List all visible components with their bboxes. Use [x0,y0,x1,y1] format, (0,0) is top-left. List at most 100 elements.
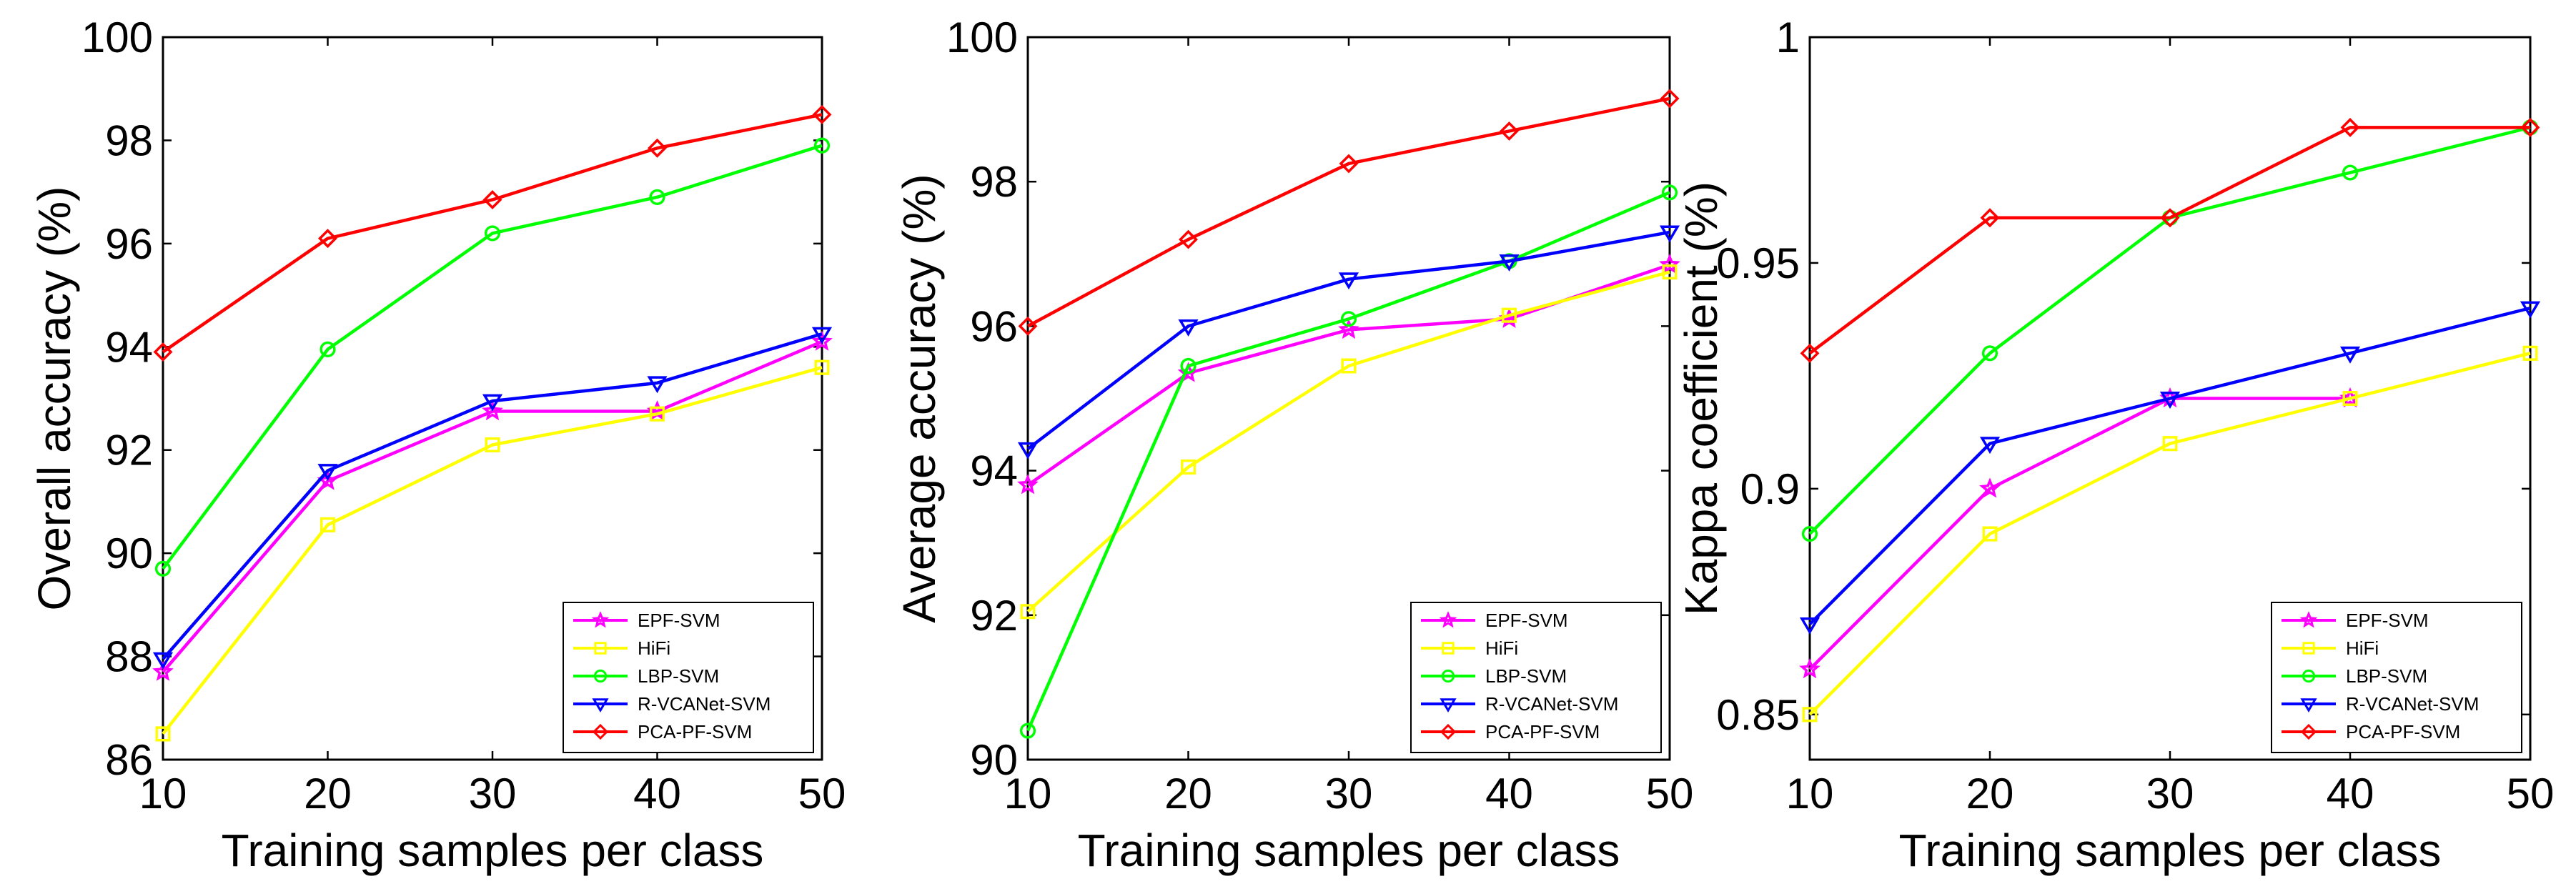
data-point [2520,117,2540,137]
y-axis-label: Kappa coefficient (%) [1675,182,1727,615]
data-point [2342,164,2359,181]
legend-label: R-VCANet-SVM [2346,693,2479,715]
x-tick-label: 40 [1485,770,1533,818]
y-tick-label: 90 [970,736,1018,784]
series-line [1026,230,1670,451]
data-point [485,437,500,453]
x-tick-label: 30 [469,770,517,818]
data-point [1980,208,2000,228]
data-point [814,359,830,375]
legend-marker [1442,642,1455,655]
data-point [2159,392,2181,409]
chart-panel-3: 10 20 30 40 50 0.85 0.9 0.95 1 Training samples p… [1675,14,2554,876]
series-line [162,366,823,735]
x-tick-label: 30 [1325,770,1373,818]
data-point [482,400,503,421]
x-axis-label: Training samples per class [222,825,764,876]
data-point [1799,658,1820,679]
data-point [2520,301,2541,319]
legend: EPF-SVM HiFi LBP-SVM R-VCANet-SVM PCA-PF-SVM [1410,602,1662,753]
y-tick-label: 86 [105,736,153,784]
x-tick-label: 10 [1004,770,1052,818]
legend-marker [594,642,607,655]
series-r-vcanet-svm [152,327,833,670]
data-point [648,138,667,158]
legend-marker [1441,669,1455,683]
x-tick-label: 20 [1966,770,2014,818]
series-line [1026,191,1670,732]
data-point [319,517,336,532]
data-point [1662,264,1678,280]
series-r-vcanet-svm [1799,301,2541,635]
data-point [1180,459,1197,475]
series-line [162,332,823,660]
y-axis-label: Average accuracy (%) [893,174,945,622]
x-tick-label: 30 [2146,770,2194,818]
series-pca-pf-svm [1800,117,2540,363]
legend: EPF-SVM HiFi LBP-SVM R-VCANet-SVM PCA-PF-SVM [2271,602,2522,753]
legend-label: HiFi [2346,637,2379,659]
x-tick-label: 20 [304,770,352,818]
series-hifi [1020,264,1678,620]
data-point [1178,319,1199,337]
data-point [1017,442,1039,460]
legend-label: HiFi [1485,637,1518,659]
series-line [1026,96,1670,328]
x-tick-label: 40 [2327,770,2374,818]
data-point [2340,117,2360,137]
y-tick-label: 88 [105,633,153,681]
x-axis-label: Training samples per class [1078,825,1620,876]
legend-label: R-VCANet-SVM [1485,693,1618,715]
data-point [1801,525,1818,542]
data-point [319,341,336,357]
data-point [482,190,502,209]
y-tick-label: 90 [105,530,153,577]
series-line [1026,270,1670,613]
legend-label: HiFi [638,637,670,659]
legend-marker [2300,698,2317,712]
legend-marker [592,723,609,740]
legend-marker [592,698,609,712]
legend-label: EPF-SVM [1485,610,1568,631]
data-point [1982,526,1998,542]
data-point [1500,121,1519,141]
data-point [1179,229,1198,249]
series-r-vcanet-svm [1017,225,1680,460]
data-point [1979,477,2001,498]
data-point [154,560,172,577]
data-point [1800,343,1820,363]
series-hifi [1802,345,2538,722]
y-tick-label: 96 [105,220,153,268]
data-point [812,104,832,124]
y-tick-label: 92 [105,427,153,475]
data-point [2342,390,2358,407]
y-axis-label: Overall accuracy (%) [29,187,80,611]
x-tick-label: 50 [798,770,846,818]
legend-label: LBP-SVM [1485,665,1567,687]
data-point [2160,208,2180,228]
y-tick-label: 0.85 [1716,691,1800,739]
data-point [155,726,171,742]
data-point [647,376,668,394]
data-point [152,652,174,670]
legend-marker [593,669,608,683]
y-tick-label: 96 [970,302,1018,350]
data-point [1017,474,1039,495]
legend-label: R-VCANet-SVM [638,693,771,715]
data-point [2162,436,2178,452]
data-point [484,225,501,242]
data-point [318,229,337,249]
legend-label: LBP-SVM [638,665,719,687]
legend-marker [2302,642,2315,655]
data-point [1802,707,1818,722]
series-line [1808,352,2531,716]
legend-marker [2302,669,2316,683]
data-point [317,464,338,482]
legend-marker [1440,723,1457,740]
series-hifi [155,359,830,742]
chart-panel-2: 10 20 30 40 50 90 92 94 96 98 100 Training samples … [893,14,1693,876]
data-point [1981,345,1998,362]
y-tick-label: 1 [1776,14,1800,61]
x-tick-label: 10 [1786,770,1834,818]
y-tick-label: 98 [970,158,1018,206]
